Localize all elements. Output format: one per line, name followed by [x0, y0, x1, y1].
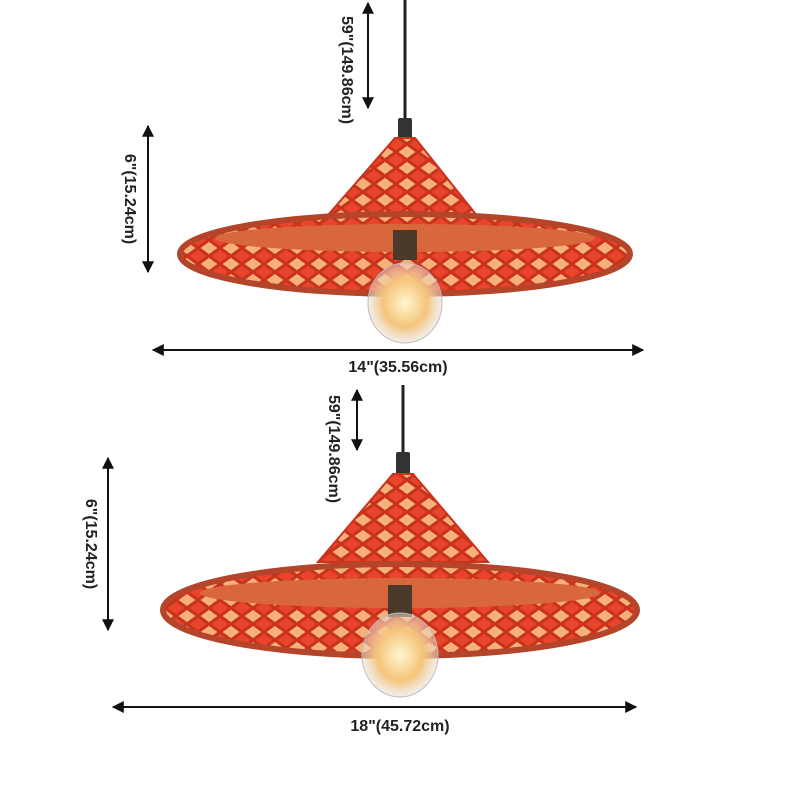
height-label: 6"(15.24cm) [82, 499, 99, 589]
cord-length-label: 59"(149.86cm) [325, 395, 342, 503]
cord-length-label: 59"(149.86cm) [338, 16, 355, 124]
lamp [160, 385, 640, 698]
lamp [177, 0, 633, 344]
height-label: 6"(15.24cm) [121, 154, 138, 244]
width-label: 18"(45.72cm) [350, 718, 449, 735]
width-label: 14"(35.56cm) [348, 359, 447, 376]
